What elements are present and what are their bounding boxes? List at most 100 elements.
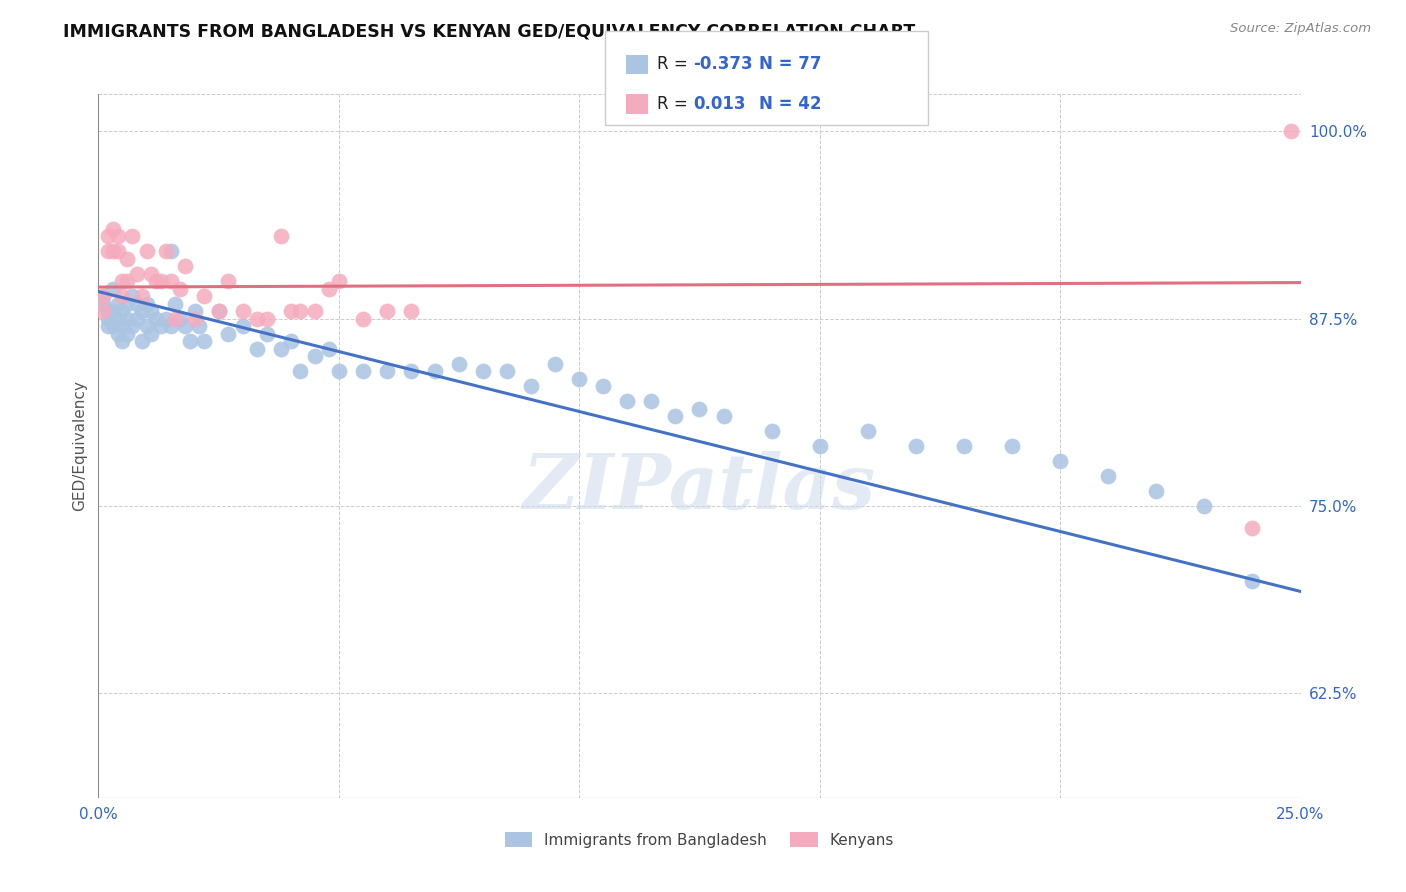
Point [423, 364, 446, 378]
Point [101, 221, 124, 235]
Point [101, 304, 124, 318]
Text: -0.373: -0.373 [693, 55, 752, 73]
Point [169, 311, 191, 326]
Point [761, 424, 783, 438]
Point [256, 326, 278, 341]
Point [688, 401, 710, 416]
Text: 0.013: 0.013 [693, 95, 745, 113]
Point [111, 289, 134, 303]
Legend: Immigrants from Bangladesh, Kenyans: Immigrants from Bangladesh, Kenyans [499, 826, 900, 855]
Point [125, 296, 148, 310]
Point [183, 311, 205, 326]
Point [318, 342, 340, 356]
Y-axis label: GED/Equivalency: GED/Equivalency [72, 381, 87, 511]
Point [217, 326, 239, 341]
Point [107, 311, 129, 326]
Point [135, 319, 157, 334]
Point [1279, 124, 1302, 138]
Point [101, 282, 124, 296]
Point [117, 252, 139, 266]
Point [472, 364, 495, 378]
Point [1049, 454, 1071, 468]
Point [496, 364, 519, 378]
Point [97, 319, 120, 334]
Point [318, 282, 340, 296]
Point [159, 319, 181, 334]
Point [1144, 483, 1167, 498]
Point [135, 296, 157, 310]
Point [145, 274, 167, 288]
Point [174, 259, 197, 273]
Point [568, 371, 591, 385]
Point [640, 394, 662, 409]
Point [352, 364, 374, 378]
Point [117, 326, 139, 341]
Point [131, 304, 153, 318]
Point [121, 289, 143, 303]
Point [208, 304, 231, 318]
Point [544, 357, 567, 371]
Point [91, 289, 114, 303]
Point [121, 319, 143, 334]
Text: R =: R = [657, 95, 693, 113]
Point [107, 326, 129, 341]
Point [217, 274, 239, 288]
Point [159, 274, 181, 288]
Point [101, 244, 124, 258]
Point [111, 334, 134, 348]
Point [97, 244, 120, 258]
Point [232, 304, 254, 318]
Point [270, 229, 292, 244]
Point [256, 311, 278, 326]
Point [1241, 574, 1264, 588]
Point [304, 304, 326, 318]
Point [125, 267, 148, 281]
Point [953, 439, 976, 453]
Point [447, 357, 470, 371]
Point [664, 409, 686, 423]
Point [117, 311, 139, 326]
Point [290, 304, 312, 318]
Point [97, 304, 120, 318]
Text: R =: R = [657, 55, 693, 73]
Point [91, 289, 114, 303]
Point [290, 364, 312, 378]
Point [375, 304, 398, 318]
Point [280, 334, 302, 348]
Point [111, 304, 134, 318]
Point [188, 319, 211, 334]
Point [91, 296, 114, 310]
Point [1001, 439, 1024, 453]
Point [165, 296, 187, 310]
Point [141, 326, 163, 341]
Point [246, 311, 269, 326]
Point [159, 244, 181, 258]
Point [520, 379, 543, 393]
Text: IMMIGRANTS FROM BANGLADESH VS KENYAN GED/EQUIVALENCY CORRELATION CHART: IMMIGRANTS FROM BANGLADESH VS KENYAN GED… [63, 22, 915, 40]
Point [121, 229, 143, 244]
Point [808, 439, 831, 453]
Point [375, 364, 398, 378]
Point [107, 244, 129, 258]
Point [246, 342, 269, 356]
Point [1194, 499, 1216, 513]
Point [131, 334, 153, 348]
Point [1097, 469, 1119, 483]
Point [117, 296, 139, 310]
Point [183, 304, 205, 318]
Point [149, 319, 172, 334]
Point [111, 274, 134, 288]
Point [193, 334, 215, 348]
Point [155, 244, 177, 258]
Point [107, 229, 129, 244]
Point [304, 349, 326, 363]
Text: N = 42: N = 42 [759, 95, 821, 113]
Point [399, 364, 422, 378]
Point [713, 409, 735, 423]
Point [91, 304, 114, 318]
Point [149, 274, 172, 288]
Point [135, 244, 157, 258]
Point [125, 311, 148, 326]
Point [232, 319, 254, 334]
Point [193, 289, 215, 303]
